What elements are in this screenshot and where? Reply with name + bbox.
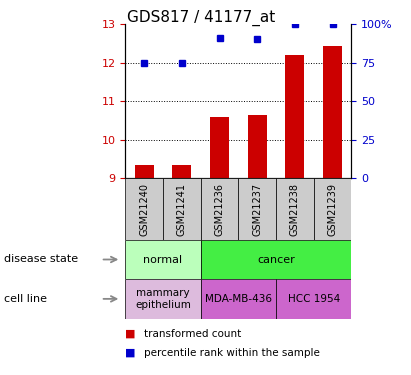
Text: GSM21239: GSM21239: [328, 183, 337, 236]
Text: cell line: cell line: [4, 294, 47, 304]
Bar: [135, 165, 154, 178]
Text: cancer: cancer: [257, 255, 295, 265]
Text: GSM21237: GSM21237: [252, 183, 262, 236]
Bar: [163, 178, 201, 240]
Text: ■: ■: [125, 348, 136, 357]
Text: transformed count: transformed count: [144, 329, 241, 339]
Text: GSM21236: GSM21236: [215, 183, 224, 236]
Bar: [248, 115, 267, 178]
Text: mammary
epithelium: mammary epithelium: [135, 288, 191, 310]
Bar: [210, 117, 229, 178]
Bar: [276, 279, 351, 319]
Bar: [201, 279, 276, 319]
Bar: [276, 178, 314, 240]
Text: MDA-MB-436: MDA-MB-436: [205, 294, 272, 304]
Text: GSM21240: GSM21240: [139, 183, 149, 236]
Text: GSM21241: GSM21241: [177, 183, 187, 236]
Text: GSM21238: GSM21238: [290, 183, 300, 236]
Text: GDS817 / 41177_at: GDS817 / 41177_at: [127, 9, 275, 26]
Bar: [238, 178, 276, 240]
Bar: [286, 55, 304, 178]
Text: ■: ■: [125, 329, 136, 339]
Bar: [125, 178, 163, 240]
Bar: [125, 240, 201, 279]
Bar: [201, 240, 351, 279]
Bar: [201, 178, 238, 240]
Bar: [323, 45, 342, 178]
Text: disease state: disease state: [4, 255, 78, 264]
Text: percentile rank within the sample: percentile rank within the sample: [144, 348, 320, 357]
Text: HCC 1954: HCC 1954: [288, 294, 340, 304]
Bar: [314, 178, 351, 240]
Bar: [125, 279, 201, 319]
Text: normal: normal: [143, 255, 182, 265]
Bar: [173, 165, 191, 178]
